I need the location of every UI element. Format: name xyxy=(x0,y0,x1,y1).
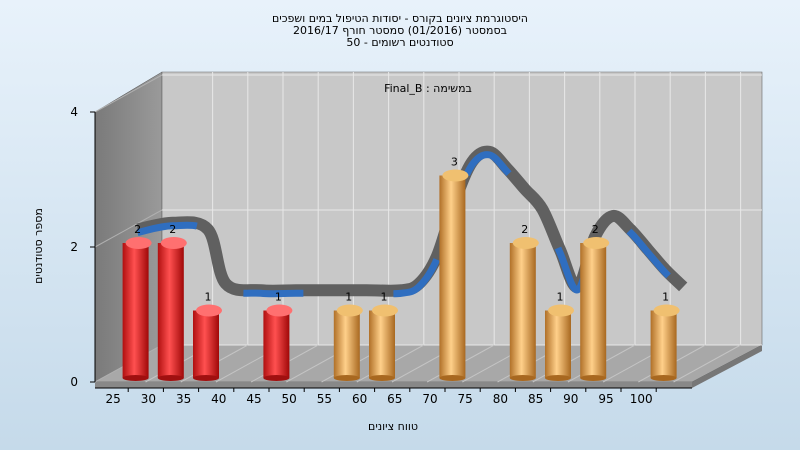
bar-value-label: 2 xyxy=(592,223,599,236)
x-tick-label: 40 xyxy=(211,392,226,406)
chart-subtitle: במשימה : Final_B xyxy=(384,82,472,95)
bar-body xyxy=(545,310,571,378)
bar-82.5 xyxy=(509,237,539,381)
y-axis-label: מספר סטודנטים xyxy=(32,208,45,284)
y-tick-label: 2 xyxy=(70,240,78,254)
bar-top xyxy=(512,237,539,249)
x-tick-label: 70 xyxy=(422,392,437,406)
bar-57.5 xyxy=(333,304,363,381)
y-tick-label: 4 xyxy=(70,105,78,119)
x-tick-label: 30 xyxy=(141,392,156,406)
bar-body xyxy=(193,310,219,378)
bar-top xyxy=(442,169,469,182)
x-tick-label: 60 xyxy=(352,392,367,406)
x-tick-label: 35 xyxy=(176,392,191,406)
bar-value-label: 2 xyxy=(521,223,528,236)
bar-labels: 2 2 1 1 1 1 3 2 1 2 1 xyxy=(134,156,669,304)
chart-title-line-3: סטודנטים רשומים - 50 xyxy=(346,36,454,49)
x-tick-label: 85 xyxy=(528,392,543,406)
distribution-curve xyxy=(136,145,688,298)
bar-87.5 xyxy=(545,304,574,381)
x-tick-label: 75 xyxy=(458,392,473,406)
bar-top xyxy=(372,304,398,317)
bar-62.5 xyxy=(369,304,398,381)
bar-bottom xyxy=(509,375,536,381)
bar-value-label: 1 xyxy=(275,291,282,304)
bar-27.5 xyxy=(122,237,152,381)
bar-47.5 xyxy=(263,304,293,381)
x-tick-label: 95 xyxy=(598,392,613,406)
bar-body xyxy=(333,310,360,378)
bars xyxy=(122,169,680,381)
x-tick-label: 45 xyxy=(246,392,261,406)
bar-body xyxy=(650,310,677,378)
bar-top xyxy=(160,237,187,249)
bar-top xyxy=(548,304,574,317)
bar-bottom xyxy=(157,375,184,381)
x-tick-labels: 25 30 35 40 45 50 55 60 65 70 75 80 85 90 95 100 xyxy=(106,388,657,406)
x-tick-label: 55 xyxy=(317,392,332,406)
bar-top xyxy=(653,304,680,317)
bar-top xyxy=(125,237,152,249)
bar-top xyxy=(266,304,293,317)
floor-front-edge xyxy=(95,382,692,388)
bar-value-label: 2 xyxy=(169,223,176,236)
bar-body xyxy=(157,243,184,378)
bar-bottom xyxy=(263,375,290,381)
y-tick-label: 0 xyxy=(70,375,78,389)
left-grid-line xyxy=(94,74,163,113)
x-tick-label: 65 xyxy=(387,392,402,406)
bar-value-label: 1 xyxy=(345,291,352,304)
x-axis-label: טווח ציונים xyxy=(368,420,418,433)
bar-bottom xyxy=(580,375,607,381)
bar-body xyxy=(439,175,466,378)
curve-ribbon-front xyxy=(136,151,686,298)
bar-top xyxy=(196,304,222,317)
bar-value-label: 3 xyxy=(451,156,458,169)
bar-top xyxy=(336,304,363,317)
bar-72.5 xyxy=(439,169,469,381)
bar-bottom xyxy=(439,375,466,381)
left-grid-line xyxy=(94,209,163,248)
bar-value-label: 1 xyxy=(662,291,669,304)
bar-value-label: 1 xyxy=(205,291,212,304)
bar-92.5 xyxy=(580,237,610,381)
bar-bottom xyxy=(333,375,360,381)
x-tick-label: 100 xyxy=(630,392,653,406)
bar-102.5 xyxy=(650,304,680,381)
bar-bottom xyxy=(369,375,395,381)
bar-body xyxy=(122,243,149,378)
floor-grid-line xyxy=(673,344,741,383)
x-tick-label: 50 xyxy=(282,392,297,406)
bar-value-label: 2 xyxy=(134,223,141,236)
x-tick-label: 80 xyxy=(493,392,508,406)
bar-bottom xyxy=(545,375,571,381)
bar-bottom xyxy=(650,375,677,381)
y-tick-labels: 0 2 4 xyxy=(70,105,95,389)
bar-body xyxy=(580,243,607,378)
x-tick-label: 90 xyxy=(563,392,578,406)
chart-title-line-1: היסטוגרמת ציונים בקורס - יסודות הטיפול ב… xyxy=(271,12,528,25)
bar-37.5 xyxy=(193,304,222,381)
bar-top xyxy=(583,237,610,249)
bar-bottom xyxy=(122,375,149,381)
bar-body xyxy=(509,243,536,378)
bar-32.5 xyxy=(157,237,187,381)
chart-title-line-2: בסמסטר (01/2016) סמסטר חורף 2016/17 xyxy=(293,24,507,37)
bar-value-label: 1 xyxy=(557,291,564,304)
bar-body xyxy=(263,310,290,378)
x-tick-label: 25 xyxy=(106,392,121,406)
bar-value-label: 1 xyxy=(381,291,388,304)
floor-right-edge xyxy=(692,345,762,388)
bar-body xyxy=(369,310,395,378)
bar-bottom xyxy=(193,375,219,381)
